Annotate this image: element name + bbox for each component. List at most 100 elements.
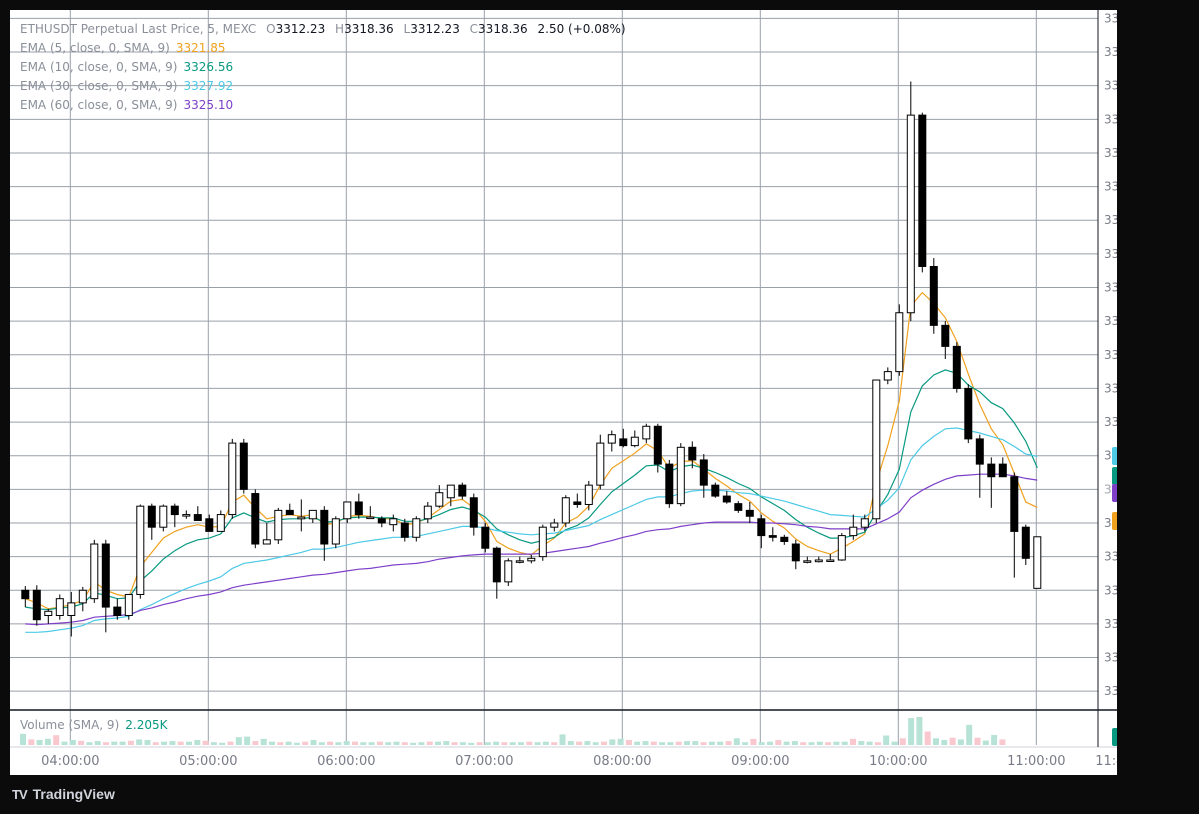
candle-body [228,442,237,516]
candle-body [423,505,432,520]
ema-5-legend-row[interactable]: EMA (5, close, 0, SMA, 9) 3321.85 [20,39,660,58]
ema-30-legend-row[interactable]: EMA (30, close, 0, SMA, 9) 3327.92 [20,77,660,96]
candlestick-chart[interactable]: 3300.003304.003308.003312.003316.003320.… [10,10,1117,775]
candle-body [354,501,363,516]
symbol-legend-row[interactable]: ETHUSDT Perpetual Last Price, 5, MEXC O3… [20,20,660,39]
volume-bar [708,741,715,745]
candle-body [320,509,329,545]
price-tick-label: 3308.00 [1104,617,1117,631]
volume-bar [783,741,790,745]
candle-body [619,438,628,447]
tradingview-mark-icon: TV [12,786,28,802]
candle-body [918,114,927,267]
time-tick-label: 06:00:00 [317,754,375,769]
volume-legend[interactable]: Volume (SMA, 9) 2.205K [20,718,168,732]
volume-bar [941,739,948,745]
price-axis-bg [1098,10,1117,775]
volume-bar [451,742,458,745]
candle-body [343,501,352,520]
volume-bar [692,741,699,745]
volume-label: Volume (SMA, 9) [20,718,120,732]
volume-bar [103,742,109,745]
volume-bar [144,739,151,745]
volume-bar [235,737,242,745]
candle-body [262,539,271,545]
volume-bar [393,741,400,745]
volume-bar [767,741,773,745]
ema-10-value: 3326.56 [183,60,234,74]
time-tick-label: 04:00:00 [41,754,99,769]
volume-bar [916,717,923,745]
candle-body [757,518,766,537]
candle-body [550,522,559,528]
volume-bar [459,742,466,745]
volume-bar [974,737,981,745]
volume-bar [310,739,317,745]
price-tick-label: 3336.00 [1104,381,1117,395]
volume-bar [866,741,873,745]
candle-body [400,522,409,538]
volume-bar [61,741,68,745]
volume-bar [982,740,989,745]
volume-bar [152,742,159,745]
candle-body [216,514,225,532]
candle-body [1010,476,1019,532]
volume-bar [957,739,964,745]
volume-bar [169,741,176,745]
volume-bar [874,742,881,745]
volume-bar [69,739,76,745]
volume-bar [609,739,616,745]
volume-bar [850,738,856,745]
candle-body [906,114,915,314]
volume-bar [86,742,93,745]
volume-bar [800,742,807,745]
volume-bar [841,741,848,745]
candle-body [998,463,1007,478]
ema-5-value: 3321.85 [175,41,226,55]
ema-60-label: EMA (60, close, 0, SMA, 9) [20,98,178,112]
candle-body [44,610,53,616]
volume-bar [883,735,890,745]
candle-body [860,518,869,528]
symbol-title: ETHUSDT Perpetual Last Price, 5, MEXC [20,22,257,36]
candle-body [458,484,467,497]
candle-body [251,493,260,545]
price-tick-label: 3380.00 [1104,11,1117,25]
volume-bar [53,735,60,745]
price-tick-label: 3356.00 [1104,213,1117,227]
candle-body [55,598,64,616]
volume-bar [244,736,251,745]
volume-bar [78,740,85,745]
candle-body [297,516,306,520]
volume-bar [468,742,475,745]
volume-bar [592,742,599,745]
ema-60-legend-row[interactable]: EMA (60, close, 0, SMA, 9) 3325.10 [20,96,660,115]
volume-bar [825,742,832,745]
candle-body [492,547,501,583]
volume-bar [219,742,226,745]
volume-bar [924,731,931,745]
volume-bar [733,738,740,745]
volume-bar [227,741,234,745]
volume-bar [833,741,840,745]
volume-bar [401,742,408,745]
volume-bar [186,741,192,745]
price-tick-label: 3348.00 [1104,281,1117,295]
volume-bar [999,739,1006,745]
candle-body [630,436,639,447]
tradingview-logo[interactable]: TV TradingView [12,786,115,802]
price-tick-label: 3372.00 [1104,79,1117,93]
volume-bar [368,742,375,745]
candle-body [136,505,145,595]
ema-10-legend-row[interactable]: EMA (10, close, 0, SMA, 9) 3326.56 [20,58,660,77]
price-badge [1112,467,1117,485]
chart-frame[interactable]: 3300.003304.003308.003312.003316.003320.… [10,10,1117,775]
candle-body [101,543,110,608]
volume-bar [352,741,358,745]
volume-bar [891,741,898,745]
volume-bar [576,741,583,745]
ema-30-value: 3327.92 [183,79,234,93]
time-tick-label: 10:00:00 [869,754,927,769]
volume-bar [94,741,101,745]
price-tick-label: 3376.00 [1104,45,1117,59]
